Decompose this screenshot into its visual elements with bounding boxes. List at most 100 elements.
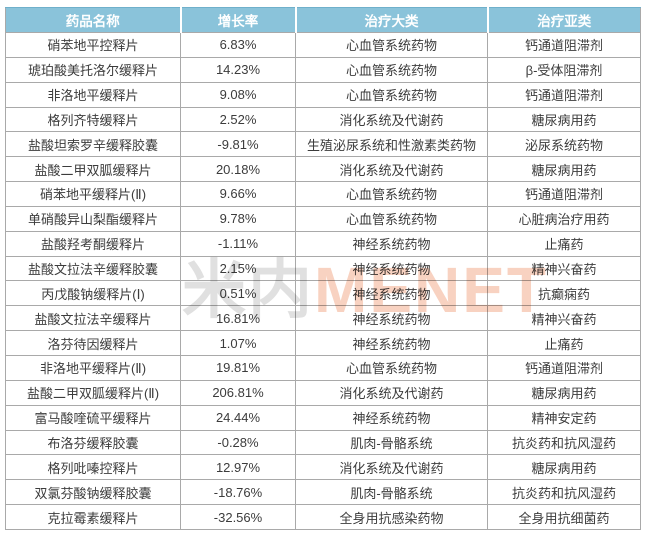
cell-sub-class: 抗炎药和抗风湿药 (487, 429, 641, 456)
table-row: 布洛芬缓释胶囊 -0.28% 肌肉-骨骼系统 抗炎药和抗风湿药 (5, 429, 641, 456)
table-row: 非洛地平缓释片(Ⅱ) 19.81% 心血管系统药物 钙通道阻滞剂 (5, 354, 641, 381)
cell-major-class: 心血管系统药物 (295, 81, 488, 108)
cell-sub-class: 泌尿系统药物 (487, 131, 641, 158)
cell-growth-rate: 206.81% (180, 379, 296, 406)
cell-sub-class: 止痛药 (487, 230, 641, 257)
cell-drug-name: 盐酸文拉法辛缓释胶囊 (5, 255, 181, 282)
table-row: 格列齐特缓释片 2.52% 消化系统及代谢药 糖尿病用药 (5, 106, 641, 133)
cell-drug-name: 格列吡嗪控释片 (5, 454, 181, 481)
cell-growth-rate: -32.56% (180, 504, 296, 530)
table-row: 盐酸二甲双胍缓释片(Ⅱ) 206.81% 消化系统及代谢药 糖尿病用药 (5, 379, 641, 406)
table-row: 盐酸二甲双胍缓释片 20.18% 消化系统及代谢药 糖尿病用药 (5, 156, 641, 183)
cell-major-class: 全身用抗感染药物 (295, 504, 488, 530)
cell-drug-name: 单硝酸异山梨酯缓释片 (5, 205, 181, 232)
cell-major-class: 心血管系统药物 (295, 181, 488, 207)
cell-drug-name: 丙戊酸钠缓释片(Ⅰ) (5, 280, 181, 307)
cell-growth-rate: 16.81% (180, 305, 296, 332)
cell-growth-rate: 1.07% (180, 330, 296, 356)
cell-sub-class: 钙通道阻滞剂 (487, 81, 641, 108)
cell-major-class: 心血管系统药物 (295, 32, 488, 58)
cell-major-class: 心血管系统药物 (295, 205, 488, 232)
cell-drug-name: 布洛芬缓释胶囊 (5, 429, 181, 456)
cell-sub-class: 糖尿病用药 (487, 454, 641, 481)
cell-major-class: 消化系统及代谢药 (295, 379, 488, 406)
cell-drug-name: 盐酸二甲双胍缓释片(Ⅱ) (5, 379, 181, 406)
table-row: 盐酸文拉法辛缓释胶囊 2.15% 神经系统药物 精神兴奋药 (5, 255, 641, 282)
table-row: 硝苯地平控释片 6.83% 心血管系统药物 钙通道阻滞剂 (5, 32, 641, 58)
table-row: 丙戊酸钠缓释片(Ⅰ) 0.51% 神经系统药物 抗癫痫药 (5, 280, 641, 307)
cell-sub-class: 精神兴奋药 (487, 305, 641, 332)
cell-major-class: 神经系统药物 (295, 404, 488, 431)
cell-growth-rate: -9.81% (180, 131, 296, 158)
table-row: 盐酸羟考酮缓释片 -1.11% 神经系统药物 止痛药 (5, 230, 641, 257)
cell-drug-name: 盐酸坦索罗辛缓释胶囊 (5, 131, 181, 158)
table-header: 药品名称 增长率 治疗大类 治疗亚类 (5, 7, 641, 33)
cell-growth-rate: 14.23% (180, 56, 296, 83)
cell-growth-rate: 12.97% (180, 454, 296, 481)
cell-sub-class: 精神安定药 (487, 404, 641, 431)
table-body: 硝苯地平控释片 6.83% 心血管系统药物 钙通道阻滞剂 琥珀酸美托洛尔缓释片 … (5, 32, 641, 530)
cell-sub-class: 糖尿病用药 (487, 106, 641, 133)
cell-drug-name: 克拉霉素缓释片 (5, 504, 181, 530)
cell-major-class: 神经系统药物 (295, 230, 488, 257)
cell-drug-name: 盐酸文拉法辛缓释片 (5, 305, 181, 332)
cell-major-class: 消化系统及代谢药 (295, 106, 488, 133)
column-header-major-class: 治疗大类 (294, 7, 488, 33)
cell-major-class: 心血管系统药物 (295, 56, 488, 83)
cell-major-class: 肌肉-骨骼系统 (295, 479, 488, 506)
cell-drug-name: 格列齐特缓释片 (5, 106, 181, 133)
cell-growth-rate: 2.15% (180, 255, 296, 282)
column-header-drug-name: 药品名称 (5, 7, 181, 33)
cell-growth-rate: 9.66% (180, 181, 296, 207)
cell-sub-class: 心脏病治疗用药 (487, 205, 641, 232)
cell-drug-name: 硝苯地平缓释片(Ⅱ) (5, 181, 181, 207)
cell-growth-rate: 2.52% (180, 106, 296, 133)
cell-growth-rate: 9.78% (180, 205, 296, 232)
cell-sub-class: 钙通道阻滞剂 (487, 354, 641, 381)
cell-growth-rate: 24.44% (180, 404, 296, 431)
table-row: 琥珀酸美托洛尔缓释片 14.23% 心血管系统药物 β-受体阻滞剂 (5, 56, 641, 83)
cell-drug-name: 双氯芬酸钠缓释胶囊 (5, 479, 181, 506)
cell-sub-class: 全身用抗细菌药 (487, 504, 641, 530)
table-row: 富马酸喹硫平缓释片 24.44% 神经系统药物 精神安定药 (5, 404, 641, 431)
cell-sub-class: 钙通道阻滞剂 (487, 181, 641, 207)
cell-growth-rate: -0.28% (180, 429, 296, 456)
cell-growth-rate: -1.11% (180, 230, 296, 257)
column-header-sub-class: 治疗亚类 (486, 7, 641, 33)
cell-major-class: 生殖泌尿系统和性激素类药物 (295, 131, 488, 158)
cell-drug-name: 硝苯地平控释片 (5, 32, 181, 58)
cell-drug-name: 琥珀酸美托洛尔缓释片 (5, 56, 181, 83)
table-row: 格列吡嗪控释片 12.97% 消化系统及代谢药 糖尿病用药 (5, 454, 641, 481)
cell-drug-name: 富马酸喹硫平缓释片 (5, 404, 181, 431)
cell-sub-class: 糖尿病用药 (487, 379, 641, 406)
cell-growth-rate: 20.18% (180, 156, 296, 183)
cell-drug-name: 盐酸羟考酮缓释片 (5, 230, 181, 257)
cell-major-class: 神经系统药物 (295, 280, 488, 307)
drug-growth-table: 药品名称 增长率 治疗大类 治疗亚类 硝苯地平控释片 6.83% 心血管系统药物… (5, 7, 641, 530)
cell-drug-name: 洛芬待因缓释片 (5, 330, 181, 356)
cell-sub-class: 钙通道阻滞剂 (487, 32, 641, 58)
cell-growth-rate: -18.76% (180, 479, 296, 506)
cell-major-class: 神经系统药物 (295, 255, 488, 282)
cell-major-class: 肌肉-骨骼系统 (295, 429, 488, 456)
cell-major-class: 心血管系统药物 (295, 354, 488, 381)
cell-growth-rate: 6.83% (180, 32, 296, 58)
cell-sub-class: 糖尿病用药 (487, 156, 641, 183)
cell-sub-class: 抗炎药和抗风湿药 (487, 479, 641, 506)
table-row: 非洛地平缓释片 9.08% 心血管系统药物 钙通道阻滞剂 (5, 81, 641, 108)
cell-major-class: 神经系统药物 (295, 330, 488, 356)
cell-growth-rate: 0.51% (180, 280, 296, 307)
table-row: 盐酸坦索罗辛缓释胶囊 -9.81% 生殖泌尿系统和性激素类药物 泌尿系统药物 (5, 131, 641, 158)
cell-drug-name: 非洛地平缓释片(Ⅱ) (5, 354, 181, 381)
column-header-growth-rate: 增长率 (179, 7, 296, 33)
table-row: 洛芬待因缓释片 1.07% 神经系统药物 止痛药 (5, 330, 641, 356)
cell-major-class: 神经系统药物 (295, 305, 488, 332)
table-row: 克拉霉素缓释片 -32.56% 全身用抗感染药物 全身用抗细菌药 (5, 504, 641, 530)
table-row: 单硝酸异山梨酯缓释片 9.78% 心血管系统药物 心脏病治疗用药 (5, 205, 641, 232)
cell-sub-class: 抗癫痫药 (487, 280, 641, 307)
cell-sub-class: 精神兴奋药 (487, 255, 641, 282)
cell-drug-name: 非洛地平缓释片 (5, 81, 181, 108)
cell-sub-class: β-受体阻滞剂 (487, 56, 641, 83)
table-row: 双氯芬酸钠缓释胶囊 -18.76% 肌肉-骨骼系统 抗炎药和抗风湿药 (5, 479, 641, 506)
